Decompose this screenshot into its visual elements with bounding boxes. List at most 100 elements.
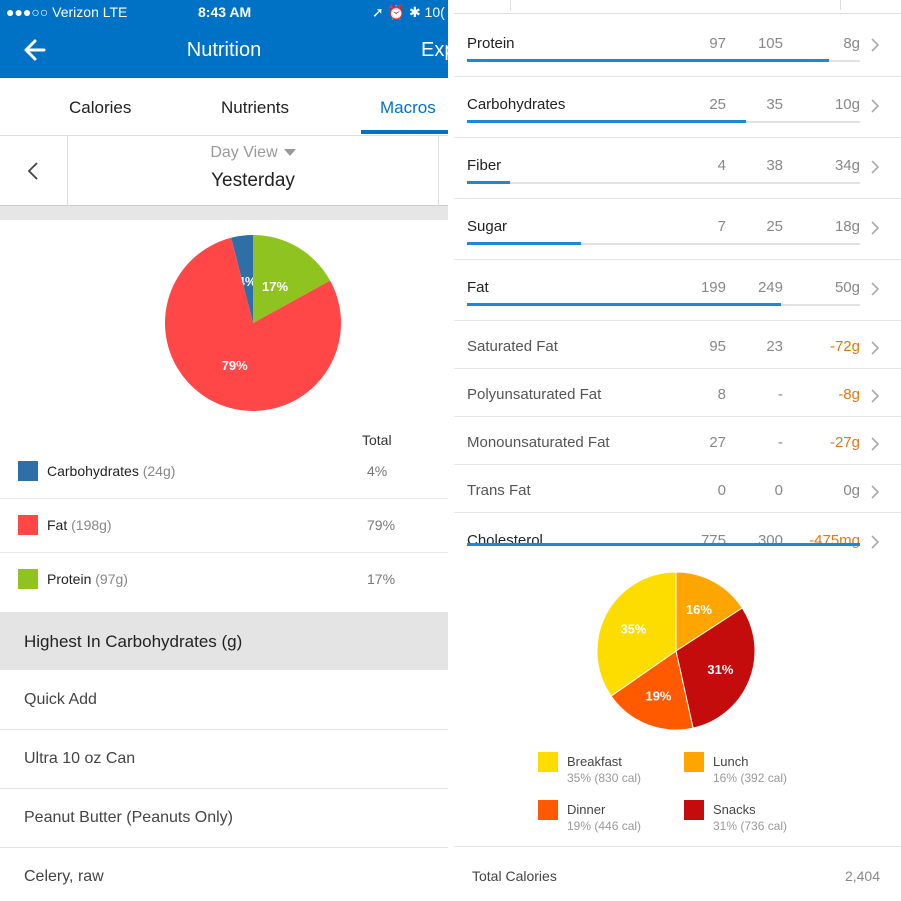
nutrient-label: Sugar <box>467 218 508 235</box>
panel-divider <box>448 0 454 901</box>
nutrient-goal: 25 <box>766 218 783 235</box>
tab-nutrients[interactable]: Nutrients <box>221 98 290 117</box>
chevron-right-icon <box>871 221 880 235</box>
status-bar: ●●●○○ Verizon LTE 8:43 AM ➚ ⏰ ✱ 10( <box>0 0 448 24</box>
macro-name: Fat <box>47 517 68 533</box>
nutrient-row-saturated-fat[interactable]: Saturated Fat 95 23 -72g <box>454 321 901 369</box>
tab-bar: Calories Nutrients Macros <box>0 78 448 136</box>
highest-in-label: Highest In Carbohydrates (g) <box>24 632 243 651</box>
meal-label-snacks: 31% <box>707 662 733 677</box>
nutrient-goal: - <box>778 386 783 403</box>
nutrients-screen: Protein 97 105 8g Carbohydrates 25 35 10g Fiber 4… <box>454 0 901 901</box>
food-item[interactable]: Quick Add <box>0 671 448 730</box>
legend-name: Dinner <box>567 802 606 817</box>
active-tab-indicator <box>361 130 448 134</box>
nutrient-left: -72g <box>829 338 860 355</box>
nutrient-row-polyunsaturated-fat[interactable]: Polyunsaturated Fat 8 - -8g <box>454 369 901 417</box>
chevron-right-icon <box>871 160 880 174</box>
food-item[interactable]: Peanut Butter (Peanuts Only) <box>0 789 448 848</box>
nutrient-row-cholesterol[interactable]: Cholesterol 775 300 -475mg <box>454 513 901 561</box>
macro-row-fat: Fat (198g) 79% <box>0 499 448 553</box>
macro-percent: 4% <box>367 463 388 479</box>
nutrient-row-sugar[interactable]: Sugar 7 25 18g <box>454 199 901 260</box>
food-name: Celery, raw <box>24 868 104 885</box>
nutrient-row-fiber[interactable]: Fiber 4 38 34g <box>454 138 901 199</box>
nutrient-row-protein[interactable]: Protein 97 105 8g <box>454 16 901 77</box>
nutrient-goal: - <box>778 434 783 451</box>
macro-slice-fat <box>165 237 341 411</box>
chevron-left-icon <box>27 162 38 180</box>
nutrient-goal: 0 <box>774 482 783 499</box>
nutrient-total: 4 <box>717 157 726 174</box>
nutrient-goal: 105 <box>757 35 783 52</box>
chevron-right-icon <box>871 282 880 296</box>
date-navigator: Day View Yesterday <box>0 136 448 206</box>
tab-calories[interactable]: Calories <box>69 98 132 117</box>
column-divider <box>510 0 511 10</box>
macro-slice-protein <box>253 235 331 323</box>
day-view-dropdown[interactable]: Day View <box>68 144 438 162</box>
food-name: Quick Add <box>24 691 97 708</box>
carrier-label: ●●●○○ Verizon LTE <box>6 4 128 20</box>
meal-slice-snacks <box>675 607 755 729</box>
total-calories-row: Total Calories 2,404 <box>454 846 901 901</box>
caret-down-icon <box>283 149 296 157</box>
legend-detail: 35% (830 cal) <box>567 771 642 785</box>
column-divider <box>840 0 841 10</box>
nutrient-row-fat[interactable]: Fat 199 249 50g <box>454 260 901 321</box>
macro-grams: (198g) <box>71 517 112 533</box>
macro-grams: (97g) <box>95 571 128 587</box>
nutrient-progress-fill <box>467 120 747 123</box>
legend-breakfast: Breakfast 35% (830 cal) <box>538 750 688 790</box>
legend-name: Lunch <box>713 754 749 769</box>
nutrient-progress-track <box>467 242 860 245</box>
total-calories-value: 2,404 <box>844 868 880 884</box>
legend-name: Snacks <box>713 802 756 817</box>
nutrient-total: 95 <box>709 338 726 355</box>
chevron-right-icon <box>871 437 880 451</box>
nutrient-progress-track <box>467 303 860 306</box>
dinner-swatch <box>538 800 558 820</box>
nutrient-progress-fill <box>467 543 860 546</box>
back-arrow-icon[interactable] <box>22 36 48 64</box>
selected-date: Yesterday <box>211 170 295 191</box>
legend-detail: 19% (446 cal) <box>567 819 642 833</box>
food-item[interactable]: Celery, raw <box>0 848 448 901</box>
nutrient-total: 7 <box>717 218 726 235</box>
chevron-right-icon <box>871 389 880 403</box>
nutrient-row-carbohydrates[interactable]: Carbohydrates 25 35 10g <box>454 77 901 138</box>
previous-day-button[interactable] <box>0 136 68 206</box>
nutrient-left: -27g <box>829 434 860 451</box>
section-divider <box>0 206 448 220</box>
food-item[interactable]: Ultra 10 oz Can <box>0 730 448 789</box>
nutrient-progress-track <box>467 59 860 62</box>
legend-lunch: Lunch 16% (392 cal) <box>684 750 834 790</box>
nutrient-total: 97 <box>709 35 726 52</box>
legend-dinner: Dinner 19% (446 cal) <box>538 798 688 838</box>
highest-in-header: Highest In Carbohydrates (g) <box>0 612 448 670</box>
macro-name: Protein <box>47 571 92 587</box>
meal-slice-breakfast <box>597 572 677 697</box>
meal-label-lunch: 16% <box>686 602 712 617</box>
nutrient-row-trans-fat[interactable]: Trans Fat 0 0 0g <box>454 465 901 513</box>
tab-macros[interactable]: Macros <box>380 98 436 117</box>
chevron-right-icon <box>871 99 880 113</box>
nutrition-macros-screen: ●●●○○ Verizon LTE 8:43 AM ➚ ⏰ ✱ 10( Nutr… <box>0 0 448 901</box>
meals-pie-chart: 16% 31% 19% 35% <box>597 572 755 730</box>
export-button[interactable]: Exp <box>421 39 448 61</box>
clock: 8:43 AM <box>198 4 252 20</box>
food-name: Ultra 10 oz Can <box>24 750 136 767</box>
meal-label-breakfast: 35% <box>620 622 646 637</box>
nutrient-progress-fill <box>467 242 581 245</box>
nutrient-goal: 38 <box>766 157 783 174</box>
nutrient-label: Carbohydrates <box>467 96 566 113</box>
protein-swatch <box>18 569 38 589</box>
nutrient-label: Monounsaturated Fat <box>467 434 610 451</box>
macro-row-protein: Protein (97g) 17% <box>0 553 448 607</box>
legend-name: Breakfast <box>567 754 622 769</box>
nutrient-row-monounsaturated-fat[interactable]: Monounsaturated Fat 27 - -27g <box>454 417 901 465</box>
table-top-edge <box>454 0 901 14</box>
nutrient-progress-track <box>467 181 860 184</box>
nutrient-label: Protein <box>467 35 515 52</box>
nutrient-progress-track <box>467 543 860 546</box>
